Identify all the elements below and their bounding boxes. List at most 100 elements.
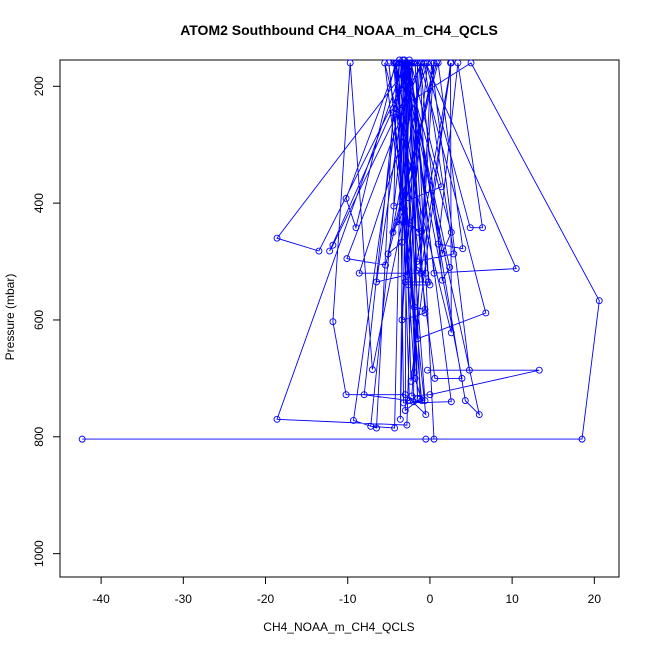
data-point (343, 255, 351, 263)
data-point (426, 281, 434, 289)
data-point (393, 218, 401, 226)
data-point (422, 411, 430, 419)
y-tick-label: 800 (32, 426, 46, 446)
x-tick-label: 20 (588, 592, 602, 606)
data-point (406, 218, 414, 226)
data-point (422, 435, 430, 443)
data-point (434, 240, 442, 248)
data-point (410, 303, 418, 311)
y-tick-label: 400 (32, 193, 46, 213)
series-layer (78, 56, 603, 443)
data-point (454, 59, 462, 67)
data-point (401, 59, 409, 67)
data-point (438, 276, 446, 284)
data-point (416, 59, 424, 67)
data-point (458, 374, 466, 382)
data-point (408, 392, 416, 400)
data-point (390, 202, 398, 210)
data-point (413, 258, 421, 265)
x-axis-label: CH4_NOAA_m_CH4_QCLS (263, 620, 414, 634)
data-point (447, 329, 455, 337)
data-point (411, 59, 419, 67)
data-point (595, 297, 603, 305)
y-tick-label: 600 (32, 310, 46, 330)
data-point (421, 397, 429, 405)
data-point (273, 234, 281, 242)
x-tick-label: 0 (427, 592, 434, 606)
data-point (392, 59, 400, 67)
data-point (447, 59, 455, 67)
data-point (431, 374, 439, 382)
data-point (578, 435, 586, 443)
data-point (78, 435, 86, 443)
data-point (346, 59, 354, 67)
chart-title: ATOM2 Southbound CH4_NOAA_m_CH4_QCLS (180, 22, 498, 38)
x-tick-label: -10 (339, 592, 357, 606)
data-point (405, 281, 413, 289)
data-point (418, 227, 426, 235)
data-point (326, 247, 334, 255)
data-point (329, 318, 337, 326)
data-point (475, 411, 483, 419)
data-point (413, 266, 421, 274)
data-point (461, 397, 469, 405)
data-point (385, 59, 393, 67)
data-point (437, 183, 445, 191)
data-point (384, 250, 392, 258)
x-tick-label: -20 (257, 592, 275, 606)
data-point (350, 416, 357, 424)
data-point (414, 335, 422, 343)
x-tick-label: 10 (505, 592, 519, 606)
data-point (401, 391, 409, 399)
data-point (352, 224, 360, 232)
data-point (426, 391, 434, 399)
data-point (459, 245, 467, 253)
data-point (446, 263, 454, 271)
data-point (422, 269, 430, 277)
data-point (368, 366, 376, 374)
data-point (447, 228, 455, 236)
data-point (273, 415, 281, 423)
data-point (367, 422, 375, 430)
data-point (315, 247, 323, 255)
data-point (382, 261, 389, 269)
data-point (465, 366, 473, 374)
y-tick-label: 1000 (32, 540, 46, 567)
data-point (373, 278, 380, 286)
data-point (479, 224, 486, 232)
data-point (450, 250, 458, 258)
data-point (396, 415, 404, 423)
data-point (389, 109, 397, 117)
data-point (512, 265, 520, 273)
y-axis: 200 400 600 800 1000 (32, 76, 61, 567)
data-point (416, 395, 424, 403)
series-line (82, 59, 600, 440)
data-point (342, 195, 350, 202)
data-point (430, 435, 438, 443)
x-tick-label: -30 (175, 592, 193, 606)
data-point (401, 407, 409, 414)
data-point (410, 369, 418, 376)
data-point (418, 397, 426, 405)
x-axis: -40 -30 -20 -10 0 10 20 (92, 576, 602, 606)
data-point (403, 421, 411, 429)
y-axis-label: Pressure (mbar) (3, 274, 17, 361)
data-point (360, 391, 368, 399)
data-point (421, 309, 429, 317)
data-point (466, 224, 474, 232)
data-point (421, 305, 429, 313)
data-point (424, 366, 431, 374)
data-point (389, 228, 397, 236)
data-point (403, 271, 411, 279)
data-point (535, 366, 543, 374)
data-point (430, 269, 438, 277)
y-tick-label: 200 (32, 76, 46, 96)
data-point (355, 269, 363, 277)
data-point (329, 241, 337, 249)
data-point (381, 59, 389, 67)
data-point (438, 249, 446, 257)
data-point (434, 59, 442, 67)
data-point (391, 424, 399, 432)
data-point (398, 316, 406, 324)
